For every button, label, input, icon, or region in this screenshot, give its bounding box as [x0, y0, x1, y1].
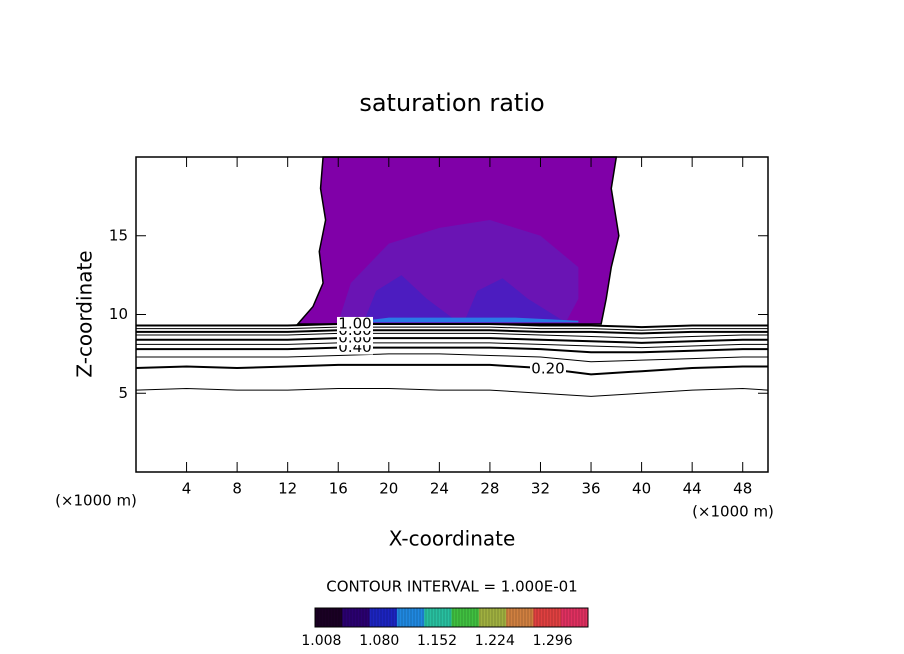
contour-line — [136, 329, 768, 335]
contour-line — [136, 353, 768, 363]
contour-line — [136, 326, 768, 331]
colorbar-swatch — [342, 608, 371, 627]
y-tick-label: 15 — [109, 226, 128, 244]
contour-line — [136, 346, 768, 354]
x-tick-label: 8 — [232, 480, 242, 498]
contour-label: 0.20 — [531, 359, 564, 377]
colorbar-swatch — [478, 608, 507, 627]
contour-label: 1.00 — [338, 314, 371, 332]
x-tick-label: 4 — [182, 480, 192, 498]
contour-line — [135, 363, 768, 376]
colorbar-tick-label: 1.152 — [417, 633, 457, 649]
y-tick-label: 10 — [109, 305, 128, 323]
contour-line — [136, 322, 768, 329]
shaded-region — [363, 275, 566, 323]
colorbar-swatch — [451, 608, 480, 627]
colorbar-swatch — [369, 608, 398, 627]
colorbar-frame — [314, 607, 589, 628]
colorbar-tick-label: 1.296 — [533, 633, 573, 649]
colorbar-swatch — [396, 608, 425, 627]
x-axis-label: X-coordinate — [389, 527, 516, 551]
x-tick-label: 36 — [581, 480, 600, 498]
contour-label-bg — [530, 361, 566, 376]
contour-label-bg — [337, 316, 373, 331]
x-tick-label: 24 — [430, 480, 449, 498]
x-tick-label: 28 — [480, 480, 499, 498]
y-unit-label: (×1000 m) — [55, 492, 137, 510]
x-tick-label: 32 — [531, 480, 550, 498]
x-tick-label: 48 — [733, 480, 752, 498]
colorbar-swatch — [560, 608, 589, 627]
x-unit-label: (×1000 m) — [692, 503, 774, 521]
colorbar-tick-label: 1.224 — [475, 633, 515, 649]
contour-line — [135, 388, 769, 397]
contour-line — [136, 342, 768, 349]
colorbar-swatch — [424, 608, 452, 627]
x-tick-label: 16 — [329, 480, 348, 498]
x-tick-label: 40 — [632, 480, 651, 498]
contour-line — [136, 337, 768, 344]
colorbar-swatch — [533, 608, 562, 627]
y-axis-label: Z-coordinate — [73, 250, 97, 377]
shaded-region — [363, 317, 579, 323]
x-tick-label: 20 — [379, 480, 398, 498]
chart-title: saturation ratio — [359, 89, 544, 117]
contour-line — [136, 332, 768, 339]
x-tick-label: 12 — [278, 480, 297, 498]
colorbar-tick-label: 1.080 — [359, 633, 399, 649]
y-tick-label: 5 — [118, 384, 128, 402]
contour-interval: CONTOUR INTERVAL = 1.000E-01 — [326, 578, 577, 596]
colorbar-swatch — [315, 608, 343, 627]
x-tick-label: 44 — [683, 480, 702, 498]
colorbar-tick-label: 1.008 — [301, 633, 341, 649]
colorbar-swatch — [506, 608, 534, 627]
